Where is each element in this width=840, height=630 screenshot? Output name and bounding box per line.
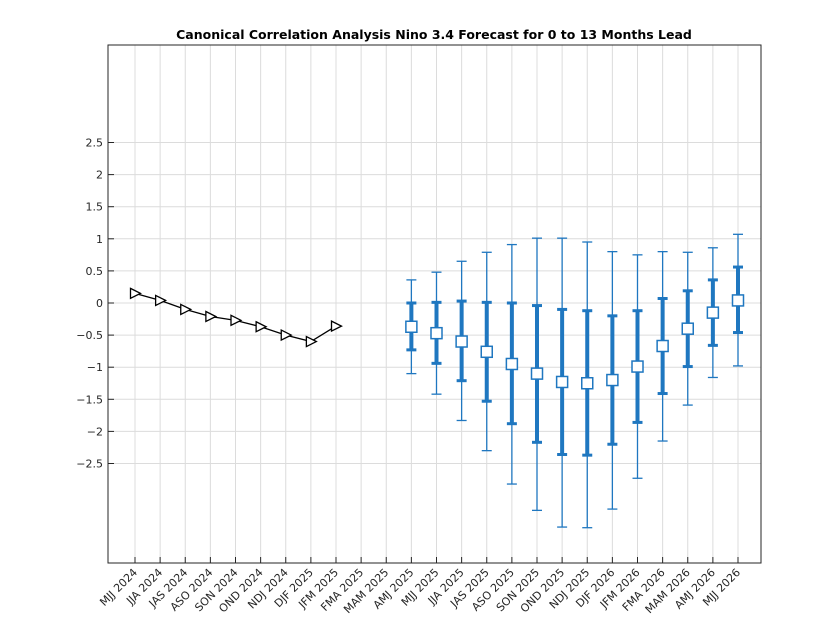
y-tick-label: 1 — [96, 233, 103, 246]
forecast-point — [631, 254, 644, 479]
forecast-point — [681, 251, 694, 406]
forecast-point — [455, 260, 468, 422]
y-tick-label: −2.5 — [76, 458, 103, 471]
plot-frame — [107, 44, 762, 564]
y-tick-label: −1.5 — [76, 393, 103, 406]
forecast-square-marker — [455, 335, 468, 348]
observed-triangle-marker — [154, 294, 168, 307]
forecast-series — [405, 233, 745, 529]
forecast-square-marker — [581, 377, 594, 390]
forecast-point — [430, 271, 443, 395]
observed-series — [129, 287, 343, 348]
forecast-square-marker — [631, 360, 644, 373]
y-tick-label: 2.5 — [86, 137, 104, 150]
forecast-square-marker — [505, 357, 519, 371]
observed-triangle-marker — [180, 303, 193, 316]
forecast-point — [706, 247, 720, 379]
forecast-square-marker — [530, 367, 544, 380]
forecast-point — [606, 250, 619, 510]
forecast-square-marker — [681, 322, 694, 335]
chart-title: Canonical Correlation Analysis Nino 3.4 … — [176, 27, 692, 42]
observed-triangle-marker — [230, 314, 243, 327]
forecast-point — [656, 250, 669, 442]
forecast-point — [530, 237, 544, 512]
observed-triangle-marker — [205, 310, 218, 323]
y-tick-label: 0 — [96, 297, 103, 310]
y-tick-label: −2 — [87, 425, 103, 438]
forecast-point — [555, 237, 569, 528]
forecast-square-marker — [430, 326, 443, 340]
observed-triangle-marker — [129, 287, 142, 300]
forecast-square-marker — [706, 306, 720, 319]
y-tick-label: 2 — [96, 169, 103, 182]
observed-triangle-marker — [280, 329, 293, 342]
forecast-square-marker — [656, 339, 669, 353]
observed-triangle-marker — [330, 320, 343, 333]
y-tick-label: −1 — [87, 361, 103, 374]
forecast-point — [731, 233, 745, 367]
forecast-square-marker — [480, 345, 493, 359]
forecast-square-marker — [606, 373, 619, 387]
forecast-square-marker — [405, 320, 418, 334]
forecast-point — [480, 251, 493, 452]
observed-triangle-marker — [255, 320, 268, 333]
y-tick-label: 0.5 — [86, 265, 104, 278]
y-tick-label: 1.5 — [86, 201, 104, 214]
observed-triangle-marker — [305, 335, 318, 348]
forecast-square-marker — [731, 294, 745, 307]
forecast-point — [505, 243, 519, 485]
forecast-point — [581, 241, 594, 529]
forecast-point — [405, 279, 418, 375]
forecast-square-marker — [555, 375, 569, 389]
y-tick-label: −0.5 — [76, 329, 103, 342]
